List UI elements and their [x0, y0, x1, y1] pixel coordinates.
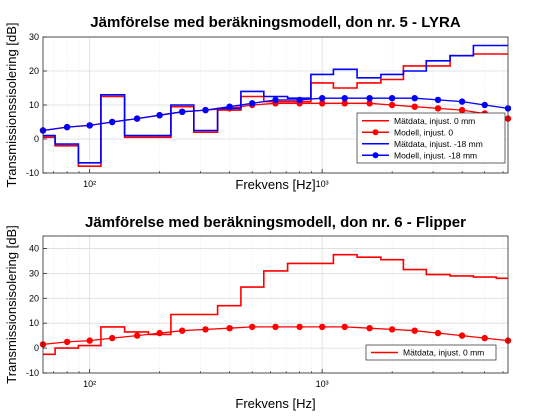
data-point — [249, 100, 256, 107]
data-point — [411, 95, 418, 102]
data-point — [319, 100, 326, 107]
grid — [43, 236, 508, 374]
data-point — [156, 329, 163, 337]
data-point — [179, 108, 186, 116]
series-1 — [43, 253, 508, 356]
data-point — [458, 106, 466, 114]
data-point — [319, 95, 326, 102]
data-point — [272, 323, 279, 331]
y-axis-label: Transmissionsisolering [dB] — [4, 225, 19, 383]
legend-label: Mätdata, injust. 0 mm — [403, 348, 484, 358]
data-point — [179, 327, 186, 334]
y-tick-label: 10 — [29, 318, 39, 328]
data-point — [296, 323, 303, 331]
data-point — [202, 326, 209, 333]
data-point — [434, 329, 442, 337]
series-2 — [39, 323, 512, 348]
data-point — [341, 323, 348, 331]
data-point — [249, 323, 256, 331]
legend-label: Mätdata, injust. 0 mm — [394, 116, 475, 126]
y-axis-label: Transmissionssisolering [dB] — [4, 23, 19, 188]
legend-box — [365, 344, 497, 361]
series-line — [43, 44, 508, 164]
x-axis-label: Frekvens [Hz] — [235, 396, 315, 411]
data-point — [411, 327, 418, 334]
y-tick-label: 0 — [34, 134, 39, 144]
y-tick-label: 20 — [29, 293, 39, 303]
data-point — [388, 95, 396, 102]
data-point — [434, 96, 442, 104]
data-point — [133, 115, 141, 122]
data-point — [63, 123, 71, 131]
y-tick-label: 20 — [29, 66, 39, 76]
series-4 — [39, 95, 512, 134]
chart-1: -10 0 10 20 30 10² 10³ Jämförelse med beräkning… — [4, 14, 512, 192]
data-point — [296, 96, 303, 104]
data-point — [272, 96, 279, 104]
data-point — [481, 334, 488, 342]
x-axis-label: Frekvens [Hz] — [235, 177, 315, 192]
x-tick-label: 10³ — [316, 179, 329, 189]
data-point — [411, 103, 418, 110]
y-tick-label: -10 — [26, 168, 39, 178]
x-tick-label: 10² — [83, 179, 96, 189]
series-3 — [43, 44, 508, 164]
data-point — [458, 98, 466, 105]
y-tick-label: 10 — [29, 100, 39, 110]
x-tick-label: 10³ — [316, 379, 329, 389]
data-point — [341, 100, 348, 107]
data-point — [388, 101, 396, 109]
data-point — [226, 325, 233, 332]
data-point — [226, 103, 233, 110]
y-tick-label: 30 — [29, 268, 39, 278]
data-point — [133, 332, 141, 339]
data-point — [481, 101, 488, 109]
y-tick-label: 0 — [34, 343, 39, 353]
legend: Mätdata, injust. 0 mm — [365, 344, 497, 361]
series-1 — [43, 53, 508, 167]
chart-title: Jämförelse med beräkningsmodell, don nr.… — [85, 214, 466, 231]
data-point — [156, 112, 163, 119]
chart-title: Jämförelse med beräkningsmodell, don nr.… — [90, 14, 461, 31]
data-point — [319, 323, 326, 331]
data-point — [388, 326, 396, 333]
data-point — [202, 106, 209, 114]
data-point — [86, 122, 93, 129]
y-tick-label: -10 — [26, 368, 39, 378]
data-point — [366, 100, 373, 107]
legend-marker — [372, 129, 379, 136]
series-line — [43, 253, 508, 356]
legend-label: Mätdata, injust. -18 mm — [394, 139, 483, 149]
data-point — [109, 118, 116, 126]
data-point — [434, 105, 442, 112]
series-line — [43, 53, 508, 167]
axes-box — [42, 235, 509, 374]
y-tick-label: 40 — [29, 243, 39, 253]
data-point — [458, 332, 466, 339]
y-tick-label: 30 — [29, 32, 39, 42]
data-point — [63, 338, 71, 346]
legend-marker — [372, 152, 379, 159]
legend-label: Modell, injust. -18 mm — [394, 150, 477, 160]
data-point — [109, 334, 116, 342]
data-point — [366, 95, 373, 102]
legend-label: Modell, injust. 0 — [394, 127, 453, 137]
data-point — [341, 95, 348, 102]
data-point — [366, 325, 373, 332]
chart-2: -10 0 10 20 30 40 10² 10³ Jämförelse med beräkni… — [4, 214, 512, 411]
x-tick-label: 10² — [83, 379, 96, 389]
data-point — [86, 337, 93, 344]
